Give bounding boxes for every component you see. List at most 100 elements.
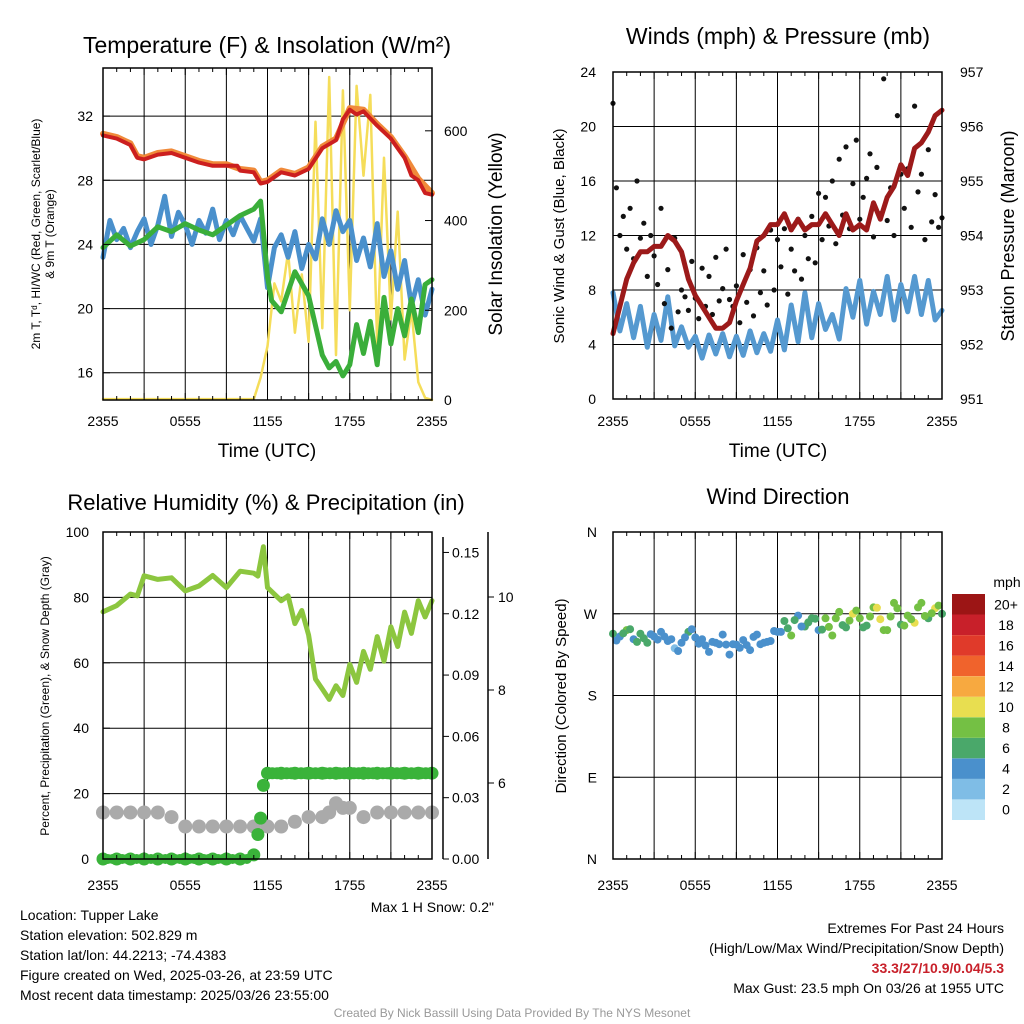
gust-point xyxy=(788,246,794,252)
y2-tick-label: 953 xyxy=(960,282,984,298)
gust-point xyxy=(750,313,757,319)
direction-tick-label: S xyxy=(588,688,597,704)
precipitation-point xyxy=(251,828,265,841)
wind-direction-point xyxy=(914,603,922,612)
x-tick-label: 0555 xyxy=(170,413,201,429)
colorbar-swatch xyxy=(952,635,985,656)
y2-tick-label: 0 xyxy=(444,392,452,408)
wind-direction-point xyxy=(811,614,820,623)
gust-point xyxy=(706,273,712,279)
x-tick-label: 2355 xyxy=(416,413,447,429)
x-tick-label: 2355 xyxy=(416,877,447,893)
panel3-title: Relative Humidity (%) & Precipitation (i… xyxy=(67,490,464,515)
colorbar-tick-label: 18 xyxy=(998,617,1014,633)
colorbar-swatch xyxy=(952,778,985,800)
wind-direction-point xyxy=(718,630,727,639)
x-tick-label: 0555 xyxy=(170,877,201,893)
wind-direction-point xyxy=(626,625,635,634)
y2-tick-label: 956 xyxy=(960,119,984,135)
wind-direction-point xyxy=(845,616,854,625)
gust-point xyxy=(744,299,750,305)
gust-point xyxy=(925,147,931,153)
station-location: Location: Tupper Lake xyxy=(20,907,159,923)
gust-point xyxy=(634,178,640,184)
precipitation-point xyxy=(254,811,268,825)
y2-tick-label: 957 xyxy=(960,64,984,80)
gust-point xyxy=(740,252,746,258)
wind-direction-point xyxy=(705,647,713,656)
colorbar-unit-label: mph xyxy=(993,574,1020,590)
gust-point xyxy=(867,151,873,157)
wind-direction-point xyxy=(619,629,628,638)
direction-tick-label: W xyxy=(584,606,598,622)
snow-depth-point xyxy=(274,819,289,834)
gust-point xyxy=(816,190,822,196)
y-tick-label: 20 xyxy=(73,786,89,802)
wind-direction-point xyxy=(893,604,902,613)
precipitation-point xyxy=(256,778,270,792)
precip-tick-label: 0.12 xyxy=(452,606,479,622)
x-tick-label: 1755 xyxy=(844,413,875,429)
gust-point xyxy=(699,265,705,271)
precip-tick-label: 0.06 xyxy=(452,728,479,744)
temp-2m-line xyxy=(101,107,434,197)
gust-point xyxy=(870,234,877,240)
wind-direction-point xyxy=(667,635,676,644)
colorbar-swatch xyxy=(952,799,985,820)
y-tick-label: 24 xyxy=(77,236,93,252)
wind-direction-point xyxy=(770,627,779,635)
gust-point xyxy=(874,164,880,170)
colorbar-swatch xyxy=(952,737,985,759)
gust-point xyxy=(860,194,866,200)
extremes-subtitle: (High/Low/Max Wind/Precipitation/Snow De… xyxy=(709,940,1004,956)
gust-point xyxy=(819,237,825,243)
gust-point xyxy=(894,113,901,119)
snow-depth-point xyxy=(219,819,234,834)
gust-point xyxy=(757,290,764,296)
gust-point xyxy=(613,185,620,191)
gust-point xyxy=(678,287,685,293)
y2-tick-label: 954 xyxy=(960,228,984,244)
gust-point xyxy=(644,273,650,279)
wind-direction-point xyxy=(859,623,868,632)
snow-tick-label: 10 xyxy=(498,589,514,605)
y2-tick-label: 400 xyxy=(444,213,468,229)
y2-tick-label: 200 xyxy=(444,302,468,318)
y-tick-label: 8 xyxy=(588,282,596,298)
wind-direction-point xyxy=(646,630,655,639)
wind-direction-point xyxy=(612,636,621,645)
gust-point xyxy=(850,181,856,187)
panel4-y-label: Direction (Colored By Speed) xyxy=(553,598,570,793)
wind-direction-point xyxy=(735,643,744,652)
y2-tick-label: 951 xyxy=(960,391,984,407)
gust-point xyxy=(785,291,791,297)
x-tick-label: 2355 xyxy=(597,413,628,429)
gust-point xyxy=(716,298,722,304)
wind-direction-point xyxy=(639,634,648,643)
gust-point xyxy=(720,286,726,292)
wind-direction-point xyxy=(763,637,772,646)
x-tick-label: 2355 xyxy=(926,877,957,893)
y-tick-label: 16 xyxy=(77,365,93,381)
gust-point xyxy=(713,254,719,260)
gust-point xyxy=(912,103,918,109)
snow-depth-point xyxy=(178,819,193,834)
colorbar-tick-label: 16 xyxy=(998,637,1014,653)
colorbar-swatch xyxy=(952,758,985,779)
wind-direction-point xyxy=(818,625,827,634)
colorbar-tick-label: 8 xyxy=(1002,720,1010,736)
x-tick-label: 1155 xyxy=(762,413,792,429)
gust-point xyxy=(774,237,781,243)
gust-point xyxy=(798,276,805,282)
colorbar-tick-label: 20+ xyxy=(994,596,1018,612)
snow-tick-label: 8 xyxy=(498,682,506,698)
station-info: Location: Tupper Lake Station elevation:… xyxy=(20,905,333,1005)
wind-direction-point xyxy=(783,624,792,633)
colorbar-tick-label: 0 xyxy=(1002,802,1010,818)
precipitation-point xyxy=(424,767,437,780)
wind-direction-point xyxy=(907,615,916,624)
wind-direction-point xyxy=(831,614,840,623)
panel2-y-label: Sonic Wind & Gust (Blue, Black) xyxy=(551,128,568,343)
recent-timestamp: Most recent data timestamp: 2025/03/26 2… xyxy=(20,987,329,1003)
